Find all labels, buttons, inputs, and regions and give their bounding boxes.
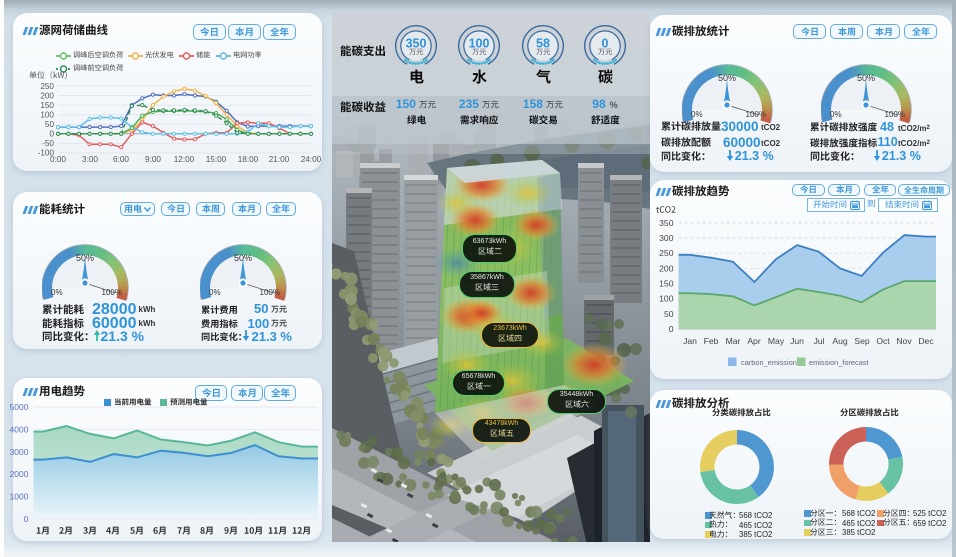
svg-text:12:00: 12:00: [174, 155, 195, 164]
svg-text:150: 150: [40, 101, 54, 110]
svg-text:Sep: Sep: [854, 336, 870, 346]
svg-text:0%: 0%: [209, 288, 221, 297]
svg-text:3000: 3000: [10, 447, 29, 457]
svg-text:Nov: Nov: [896, 336, 912, 346]
svg-text:2000: 2000: [10, 469, 29, 479]
svg-text:-50: -50: [42, 139, 54, 148]
svg-text:Jan: Jan: [683, 336, 697, 346]
svg-text:150: 150: [659, 279, 674, 289]
svg-text:0: 0: [669, 324, 674, 334]
svg-text:200: 200: [659, 263, 674, 273]
svg-text:Oct: Oct: [876, 336, 890, 346]
svg-text:21:00: 21:00: [269, 155, 290, 164]
svg-text:18:00: 18:00: [238, 155, 259, 164]
svg-text:May: May: [768, 336, 785, 346]
svg-text:200: 200: [40, 91, 54, 100]
svg-text:15:00: 15:00: [206, 155, 227, 164]
svg-text:Jul: Jul: [814, 336, 825, 346]
svg-text:Feb: Feb: [704, 336, 719, 346]
svg-text:5000: 5000: [10, 402, 29, 412]
svg-text:1000: 1000: [10, 492, 29, 502]
svg-text:Dec: Dec: [918, 336, 934, 346]
svg-text:58: 58: [536, 37, 550, 51]
svg-text:250: 250: [40, 82, 54, 91]
svg-text:100: 100: [40, 111, 54, 120]
svg-text:100%: 100%: [102, 288, 122, 297]
svg-text:9:00: 9:00: [145, 155, 161, 164]
svg-text:50%: 50%: [76, 253, 94, 263]
svg-text:Aug: Aug: [832, 336, 848, 346]
svg-text:0: 0: [602, 37, 609, 51]
svg-text:Mar: Mar: [726, 336, 741, 346]
svg-text:emission_forecast: emission_forecast: [809, 358, 869, 367]
svg-text:100: 100: [469, 37, 490, 51]
svg-text:carbon_emission: carbon_emission: [741, 358, 797, 367]
svg-text:Jun: Jun: [790, 336, 804, 346]
svg-text:50: 50: [45, 120, 55, 129]
svg-text:Apr: Apr: [747, 336, 761, 346]
svg-text:50%: 50%: [718, 73, 736, 83]
svg-text:0: 0: [49, 130, 54, 139]
svg-text:3:00: 3:00: [82, 155, 98, 164]
svg-text:350: 350: [406, 37, 427, 51]
svg-text:50%: 50%: [857, 73, 875, 83]
svg-text:0:00: 0:00: [50, 155, 66, 164]
svg-text:250: 250: [659, 248, 674, 258]
svg-text:-100: -100: [38, 149, 55, 158]
svg-text:4000: 4000: [10, 424, 29, 434]
svg-text:0%: 0%: [691, 110, 703, 119]
svg-text:0%: 0%: [51, 288, 63, 297]
svg-text:24:00: 24:00: [301, 155, 322, 164]
svg-text:0%: 0%: [830, 110, 842, 119]
svg-text:50: 50: [664, 309, 674, 319]
svg-text:300: 300: [659, 233, 674, 243]
svg-text:100%: 100%: [885, 110, 905, 119]
svg-text:50%: 50%: [234, 253, 252, 263]
svg-text:100%: 100%: [260, 288, 280, 297]
svg-text:100: 100: [659, 294, 674, 304]
svg-text:0: 0: [24, 514, 29, 524]
svg-text:6:00: 6:00: [113, 155, 129, 164]
svg-text:350: 350: [659, 218, 674, 228]
svg-text:100%: 100%: [746, 110, 766, 119]
